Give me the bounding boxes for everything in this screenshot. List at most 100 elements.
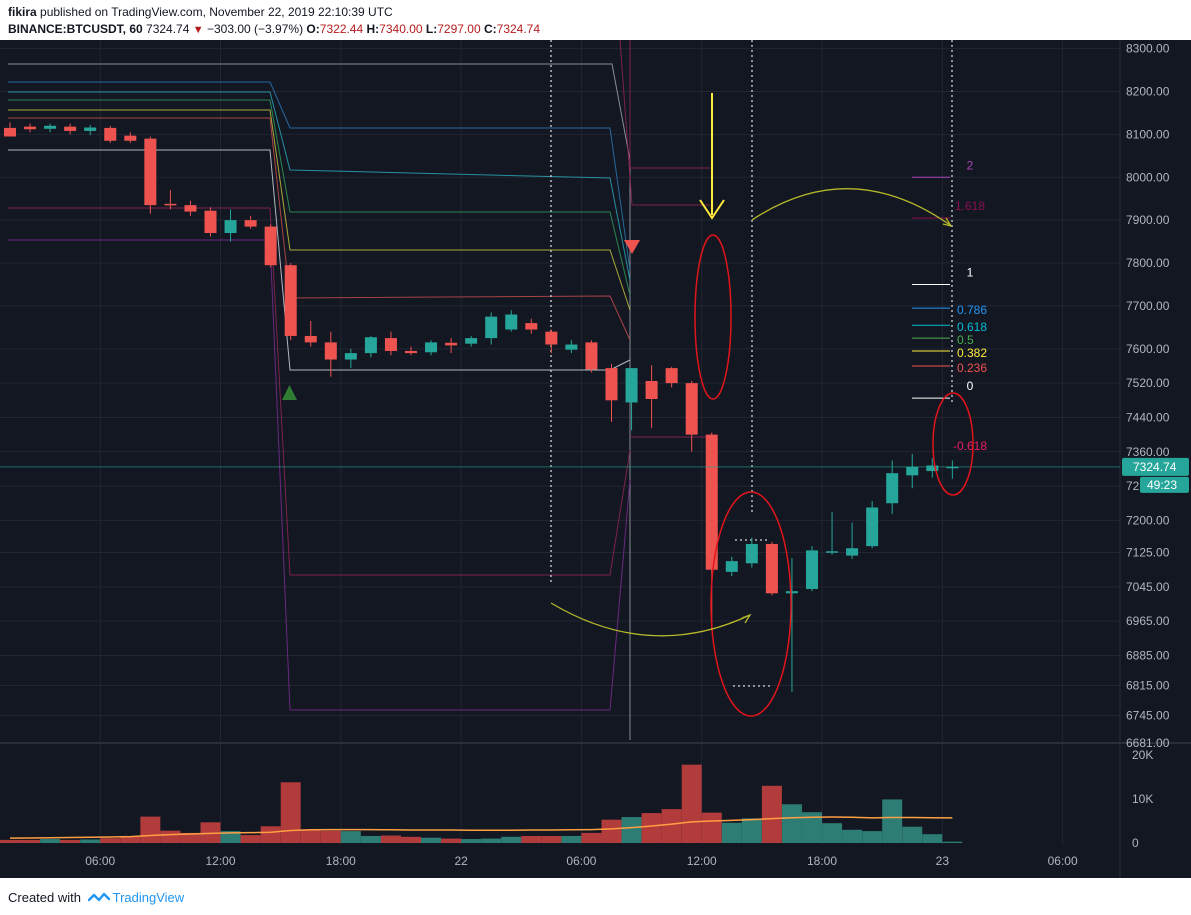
price-tick-label: 8100.00 <box>1126 127 1170 141</box>
candle <box>906 453 919 489</box>
ohlc-line: BINANCE:BTCUSDT, 60 7324.74 ▼ −303.00 (−… <box>8 22 540 36</box>
candle-body <box>705 434 718 570</box>
price-tick-label: 7700.00 <box>1126 299 1170 313</box>
candle-body <box>204 210 217 234</box>
volume-tick-label: 10K <box>1132 792 1153 806</box>
olive-curve-arrow <box>751 188 951 226</box>
high-value: 7340.00 <box>379 22 423 36</box>
low-label: L: <box>425 22 438 36</box>
candle-body <box>344 353 357 360</box>
channel-line <box>629 40 710 169</box>
countdown-label: 49:23 <box>1147 478 1177 492</box>
olive-curve-arrowhead <box>741 613 752 624</box>
candle-body <box>605 368 618 401</box>
candle-body <box>485 316 498 339</box>
fib-label: 0 <box>967 379 974 393</box>
fib-label: 0.786 <box>957 303 987 317</box>
channel-line <box>8 207 631 576</box>
close-value: 7324.74 <box>496 22 541 36</box>
price-tick-label: 8300.00 <box>1126 42 1170 56</box>
candle-body <box>284 265 297 336</box>
candle-body <box>785 591 798 594</box>
candle-body <box>224 220 237 234</box>
channel-line <box>619 40 710 206</box>
volume-tick-label: 0 <box>1132 836 1139 850</box>
symbol-label[interactable]: BINANCE:BTCUSDT, 60 <box>8 22 143 36</box>
volume-bar <box>701 812 722 843</box>
candle <box>4 122 16 137</box>
volume-bar <box>741 818 762 843</box>
author-name[interactable]: fikira <box>8 5 37 19</box>
fib-label: -0.618 <box>953 439 987 453</box>
candle-body <box>104 127 117 141</box>
candle <box>545 329 558 354</box>
candle-body <box>64 126 77 131</box>
candle-body <box>685 383 698 435</box>
price-tick-label: 7360.00 <box>1126 445 1170 459</box>
candle-body <box>144 138 157 206</box>
current-price-badge <box>1122 457 1189 476</box>
price-tick-label: 7900.00 <box>1126 213 1170 227</box>
candle <box>585 340 598 373</box>
candle <box>144 136 157 214</box>
volume-bar <box>661 809 682 843</box>
candle-body <box>886 473 899 504</box>
volume-bar <box>481 838 502 843</box>
candle-body <box>645 380 658 400</box>
candle <box>384 331 397 356</box>
published-text: published on TradingView.com, November 2… <box>40 5 393 19</box>
candle <box>405 346 417 356</box>
price-tick-label: 8200.00 <box>1126 84 1170 98</box>
volume-bar <box>300 829 321 843</box>
open-value: 7322.44 <box>319 22 364 36</box>
candle <box>665 366 678 388</box>
fib-label: 0.236 <box>957 361 987 375</box>
candle <box>304 320 317 347</box>
countdown-badge <box>1140 476 1189 493</box>
candle-body <box>184 205 197 212</box>
candle-body <box>4 127 16 137</box>
candle <box>846 522 859 559</box>
candle <box>465 335 478 347</box>
candle-body <box>926 465 939 472</box>
candle-body <box>304 335 317 343</box>
time-tick-label: 12:00 <box>206 854 236 868</box>
channel-line <box>8 149 631 371</box>
olive-curve-arrow <box>550 602 751 637</box>
volume-bar <box>922 834 943 843</box>
open-label: O: <box>306 22 320 36</box>
price-tick-label: 6965.00 <box>1126 614 1170 628</box>
candle-body <box>465 338 478 344</box>
candle <box>364 335 377 358</box>
time-axis-background <box>0 845 1120 878</box>
candle <box>204 207 217 237</box>
candle <box>765 541 778 596</box>
candle-body <box>244 220 257 227</box>
volume-bar <box>260 826 281 843</box>
volume-bar <box>160 830 181 843</box>
candle <box>886 460 899 514</box>
fib-label: 1 <box>967 265 974 279</box>
time-tick-label: 18:00 <box>807 854 837 868</box>
candle <box>725 556 738 577</box>
candle <box>24 123 37 133</box>
down-arrow-icon: ▼ <box>192 24 204 36</box>
channel-line <box>8 91 631 281</box>
candle-body <box>264 226 277 266</box>
close-label: C: <box>483 22 497 36</box>
candle-body <box>124 135 137 141</box>
volume-bar <box>721 822 742 843</box>
volume-bar <box>80 839 101 843</box>
volume-bar <box>0 839 20 843</box>
current-price-label: 7324.74 <box>1133 460 1177 474</box>
candle-body <box>44 125 57 129</box>
fib-label: 2 <box>967 158 974 172</box>
candle-body <box>505 314 518 330</box>
candle <box>244 215 257 229</box>
tradingview-brand[interactable]: TradingView <box>112 890 185 905</box>
candle <box>826 511 839 555</box>
fib-label: 0.618 <box>957 320 987 334</box>
volume-bar <box>802 812 822 843</box>
candle <box>625 368 638 431</box>
